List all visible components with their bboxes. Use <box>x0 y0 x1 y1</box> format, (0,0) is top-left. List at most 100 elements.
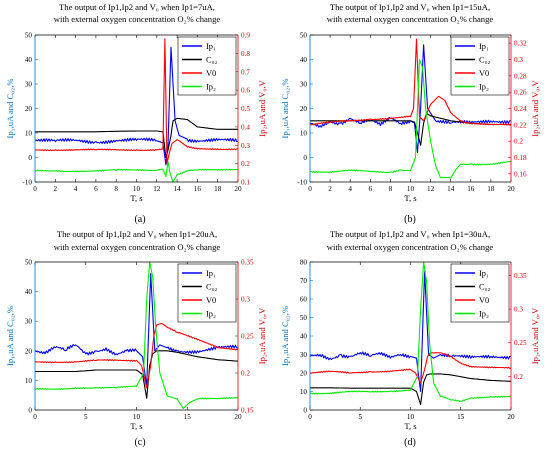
legend-entry: V0 <box>206 296 216 305</box>
y-right-tick-label: 0.35 <box>241 259 254 267</box>
x-tick-label: 20 <box>507 413 515 421</box>
x-tick-label: 14 <box>447 185 455 193</box>
chart-panel-2: The output of Ip1,Ip2 and V₀ when Ip1=15… <box>280 2 540 225</box>
legend-entry: Ip₂ <box>206 83 216 92</box>
y-left-tick-label: 10 <box>300 388 308 396</box>
legend-entry: Ip₂ <box>206 310 216 319</box>
panel-label: (c) <box>134 437 145 448</box>
chart-title-line1: The output of Ip1,Ip2 and V₀ when Ip1=20… <box>57 229 217 239</box>
y-left-tick-label: 60 <box>300 296 308 304</box>
y-right-tick-label: 0.16 <box>514 170 527 178</box>
series-group <box>35 38 238 182</box>
series-line-C₀₂ <box>310 373 511 405</box>
x-tick-label: 15 <box>184 413 192 421</box>
series-line-Ip₂ <box>310 262 511 402</box>
x-tick-label: 10 <box>133 185 141 193</box>
x-tick-label: 15 <box>457 413 465 421</box>
x-tick-label: 10 <box>407 413 415 421</box>
x-axis-label: T, s <box>404 421 417 431</box>
y-left-axis-label: Ip₁,uA and C₀₂,% <box>5 78 15 138</box>
legend-entry: Ip₁ <box>206 42 216 51</box>
series-line-C₀₂ <box>35 117 238 159</box>
chart-title-line2: with external oxygen concentration O₂% c… <box>54 14 221 24</box>
series-group <box>35 262 238 410</box>
x-tick-label: 8 <box>389 185 393 193</box>
x-tick-label: 20 <box>234 413 242 421</box>
y-right-tick-label: 0.3 <box>514 306 523 314</box>
y-left-tick-label: 0 <box>303 154 307 162</box>
y-right-tick-label: 0.35 <box>514 272 527 280</box>
y-right-tick-label: 0.15 <box>241 407 254 415</box>
panel-label: (b) <box>404 214 416 225</box>
series-line-Ip₂ <box>35 161 238 182</box>
x-tick-label: 0 <box>308 185 312 193</box>
y-left-tick-label: 30 <box>25 81 33 89</box>
x-tick-label: 16 <box>467 185 475 193</box>
y-left-tick-label: 30 <box>300 81 308 89</box>
y-right-tick-label: 0.8 <box>241 50 250 58</box>
y-left-tick-label: 10 <box>25 377 33 385</box>
y-right-tick-label: 0.25 <box>241 333 254 341</box>
y-left-tick-label: 0 <box>28 154 32 162</box>
chart-title-line2: with external oxygen concentration O₂% c… <box>54 242 221 252</box>
x-tick-label: 20 <box>507 185 515 193</box>
y-left-tick-label: 50 <box>25 32 33 40</box>
y-left-axis-label: Ip₁,uA and C₀₂,% <box>5 306 15 366</box>
series-line-Ip₁ <box>35 46 238 166</box>
legend-entry: C₀₂ <box>479 283 491 292</box>
x-tick-label: 8 <box>114 185 118 193</box>
y-right-tick-label: 0.25 <box>514 339 527 347</box>
y-left-tick-label: -10 <box>297 179 307 187</box>
y-right-axis-label: Ip₂,uA and V₀,V <box>257 79 267 136</box>
legend-entry: C₀₂ <box>479 56 491 65</box>
y-left-tick-label: 30 <box>25 318 33 326</box>
y-left-tick-label: 20 <box>300 370 308 378</box>
y-right-tick-label: 0.28 <box>514 72 527 80</box>
y-left-tick-label: 50 <box>300 314 308 322</box>
series-group <box>310 38 511 179</box>
chart-title-line2: with external oxygen concentration O₂% c… <box>327 14 494 24</box>
y-left-tick-label: 40 <box>300 333 308 341</box>
x-tick-label: 0 <box>33 185 37 193</box>
y-left-tick-label: 40 <box>25 56 33 64</box>
x-tick-label: 6 <box>94 185 98 193</box>
x-tick-label: 20 <box>234 185 242 193</box>
y-left-tick-label: 80 <box>300 259 308 267</box>
y-right-tick-label: 0.18 <box>514 154 527 162</box>
y-left-tick-label: 40 <box>300 56 308 64</box>
y-left-axis-label: Ip₁,uA and C₀₂,% <box>280 78 290 138</box>
x-axis-label: T, s <box>404 193 417 203</box>
series-line-Ip₂ <box>310 58 511 179</box>
y-left-tick-label: 30 <box>300 351 308 359</box>
panel-label: (d) <box>404 437 416 448</box>
legend-entry: C₀₂ <box>206 283 218 292</box>
y-right-tick-label: 0.3 <box>241 296 250 304</box>
legend-entry: C₀₂ <box>206 56 218 65</box>
legend: Ip₁ C₀₂ V0 Ip₂ <box>177 263 237 323</box>
y-left-tick-label: -10 <box>22 179 32 187</box>
legend-entry: Ip₁ <box>479 42 489 51</box>
x-tick-label: 6 <box>369 185 373 193</box>
x-tick-label: 5 <box>84 413 88 421</box>
y-right-axis-label: Ip₂,uA and V₀,V <box>530 79 540 136</box>
y-right-tick-label: 0.9 <box>241 32 250 40</box>
y-left-tick-label: 10 <box>300 130 308 138</box>
legend: Ip₁ C₀₂ V0 Ip₂ <box>450 36 510 96</box>
series-line-Ip₁ <box>310 270 511 393</box>
x-tick-label: 18 <box>214 185 222 193</box>
chart-title-line1: The output of Ip1,Ip2 and V₀ when Ip1=15… <box>330 2 490 12</box>
panel-label: (a) <box>134 214 145 225</box>
y-right-tick-label: 0.24 <box>514 105 527 113</box>
legend: Ip₁ C₀₂ V0 Ip₂ <box>450 263 510 323</box>
legend: Ip₁ C₀₂ V0 Ip₂ <box>177 36 237 96</box>
y-right-tick-label: 0.5 <box>241 105 250 113</box>
series-line-Ip₁ <box>310 44 511 154</box>
y-right-tick-label: 0.1 <box>241 179 250 187</box>
series-line-C₀₂ <box>35 350 238 399</box>
x-tick-label: 10 <box>407 185 415 193</box>
y-right-axis-label: Ip₂,uA and V₀,V <box>257 307 267 364</box>
series-group <box>310 262 511 405</box>
y-left-tick-label: 20 <box>25 105 33 113</box>
x-tick-label: 16 <box>194 185 202 193</box>
